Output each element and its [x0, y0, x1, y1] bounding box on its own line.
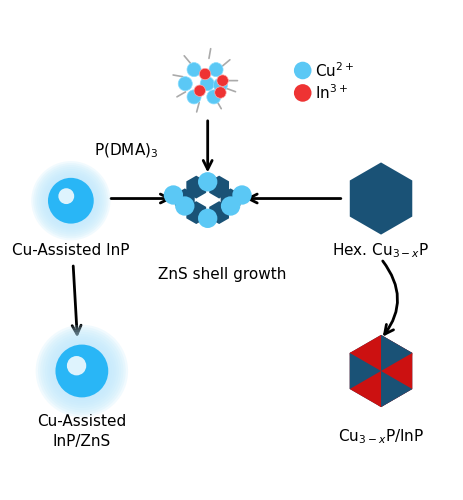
Circle shape [232, 186, 252, 204]
Circle shape [52, 341, 112, 401]
Text: Cu$^{2+}$: Cu$^{2+}$ [315, 61, 354, 80]
Circle shape [200, 68, 211, 80]
Text: P(DMA)$_3$: P(DMA)$_3$ [94, 142, 158, 160]
Circle shape [164, 186, 183, 204]
Circle shape [175, 196, 194, 216]
Circle shape [194, 85, 206, 96]
Text: Cu$_{3-x}$P/InP: Cu$_{3-x}$P/InP [338, 428, 424, 446]
Circle shape [58, 188, 74, 204]
Circle shape [294, 62, 312, 80]
Circle shape [187, 62, 201, 76]
Circle shape [215, 87, 226, 98]
Polygon shape [350, 353, 381, 389]
Circle shape [294, 84, 312, 102]
Polygon shape [209, 176, 229, 199]
Polygon shape [209, 201, 229, 224]
Polygon shape [175, 188, 195, 212]
Circle shape [67, 356, 86, 376]
Circle shape [41, 171, 100, 230]
Polygon shape [221, 188, 240, 212]
Circle shape [37, 167, 105, 234]
Polygon shape [186, 176, 206, 199]
Circle shape [221, 196, 240, 216]
Circle shape [47, 336, 117, 406]
Circle shape [43, 332, 121, 410]
Polygon shape [186, 201, 206, 224]
Circle shape [38, 327, 126, 415]
Circle shape [39, 169, 102, 232]
Circle shape [198, 172, 217, 192]
Circle shape [187, 90, 201, 104]
Text: In$^{3+}$: In$^{3+}$ [315, 84, 348, 102]
Polygon shape [350, 335, 412, 407]
Circle shape [45, 175, 97, 227]
Circle shape [36, 325, 128, 417]
Circle shape [209, 62, 223, 76]
Circle shape [213, 78, 227, 92]
Circle shape [54, 344, 110, 398]
Circle shape [198, 208, 217, 228]
Polygon shape [381, 371, 412, 407]
Circle shape [40, 330, 124, 412]
Circle shape [56, 344, 108, 398]
Circle shape [33, 163, 108, 238]
Circle shape [348, 312, 414, 378]
Polygon shape [381, 335, 412, 371]
Circle shape [370, 351, 437, 417]
Text: Cu-Assisted InP: Cu-Assisted InP [12, 244, 130, 258]
Circle shape [50, 338, 114, 404]
Circle shape [31, 161, 111, 240]
Circle shape [217, 75, 228, 86]
Circle shape [48, 178, 94, 224]
Circle shape [325, 351, 392, 417]
Circle shape [200, 76, 214, 90]
Circle shape [178, 76, 192, 90]
Circle shape [47, 177, 94, 224]
Text: Cu-Assisted
InP/ZnS: Cu-Assisted InP/ZnS [37, 414, 126, 448]
Text: ZnS shell growth: ZnS shell growth [158, 266, 287, 281]
Polygon shape [350, 162, 412, 234]
Circle shape [45, 334, 119, 408]
Circle shape [43, 173, 99, 229]
Circle shape [207, 90, 221, 104]
Circle shape [35, 165, 106, 236]
Text: Hex. Cu$_{3-x}$P: Hex. Cu$_{3-x}$P [332, 242, 430, 260]
